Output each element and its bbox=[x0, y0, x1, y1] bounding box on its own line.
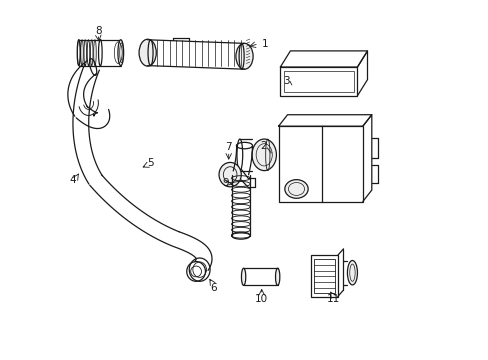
Ellipse shape bbox=[251, 139, 276, 171]
Ellipse shape bbox=[219, 162, 241, 187]
Bar bbox=[313, 259, 334, 293]
Text: 3: 3 bbox=[283, 76, 289, 86]
Text: 2: 2 bbox=[260, 141, 266, 151]
Ellipse shape bbox=[139, 39, 156, 66]
Text: 8: 8 bbox=[95, 26, 102, 36]
Text: 5: 5 bbox=[147, 158, 154, 168]
Ellipse shape bbox=[285, 180, 307, 198]
Bar bbox=[280, 67, 357, 96]
Text: 9: 9 bbox=[222, 177, 229, 188]
Bar bbox=[310, 255, 337, 297]
Text: 7: 7 bbox=[225, 142, 232, 152]
Ellipse shape bbox=[235, 43, 253, 69]
Ellipse shape bbox=[118, 40, 123, 66]
Ellipse shape bbox=[346, 261, 357, 285]
Text: 1: 1 bbox=[261, 39, 268, 49]
Text: 6: 6 bbox=[210, 283, 217, 293]
Bar bbox=[284, 71, 353, 92]
Text: 11: 11 bbox=[326, 294, 339, 304]
Text: 10: 10 bbox=[255, 294, 268, 304]
Bar bbox=[278, 126, 362, 202]
Text: 4: 4 bbox=[70, 175, 76, 185]
Ellipse shape bbox=[275, 268, 279, 285]
Ellipse shape bbox=[241, 268, 245, 285]
